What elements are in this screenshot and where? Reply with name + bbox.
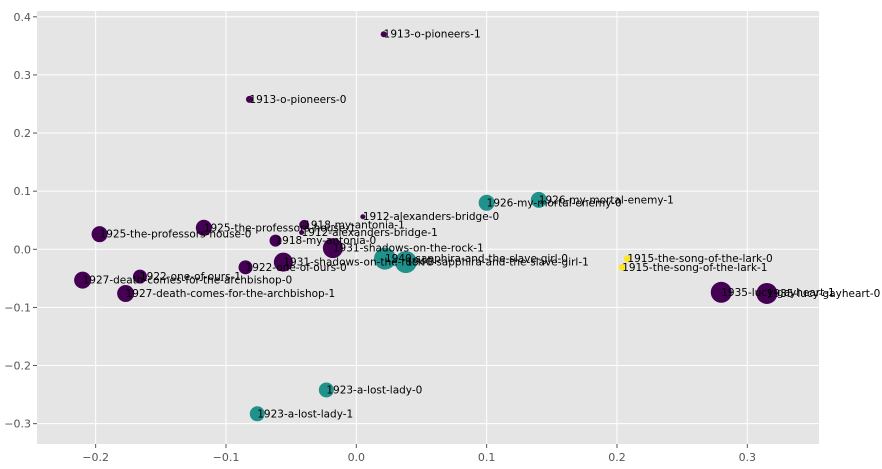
data-point [710, 281, 732, 303]
data-point [74, 271, 92, 289]
data-point [249, 406, 265, 422]
data-point-label: 1918-my-antonia-0 [276, 235, 377, 247]
data-point [478, 194, 495, 211]
y-tick-label: 0.2 [14, 127, 32, 140]
data-point-label: 1915-the-song-of-the-lark-1 [622, 262, 767, 274]
data-labels: 1913-o-pioneers-1 1913-o-pioneers-0 1912-a… [83, 29, 881, 421]
y-tick-label: 0.1 [14, 185, 32, 198]
data-point-label: 1927-death-comes-for-the-archbishop-1 [126, 288, 336, 300]
data-point [273, 252, 293, 272]
data-point [623, 255, 631, 263]
data-point [299, 219, 310, 230]
data-point-label: 1925-the-professors-house-0 [100, 229, 252, 241]
data-point-label: 1923-a-lost-lady-1 [257, 408, 353, 420]
data-point [322, 238, 343, 259]
y-tick-label: −0.3 [4, 418, 31, 431]
data-point-label: 1935-lucy-gayheart-1 [721, 287, 834, 299]
data-point-label: 1918-my-antonia-1 [304, 219, 405, 231]
x-tick-label: −0.1 [213, 451, 240, 464]
data-point-label: 1926-my-mortal-enemy-1 [539, 194, 674, 206]
x-axis-ticks: −0.2 −0.1 0.0 0.1 0.2 0.3 [82, 444, 756, 464]
data-point-label: 1940-sapphira-and-the-slave-girl-0 [385, 253, 568, 265]
data-point-label: 1931-shadows-on-the-rock-1 [333, 243, 484, 255]
data-point-label: 1935-lucy-gayheart-0 [767, 288, 880, 300]
data-point-label: 1913-o-pioneers-1 [384, 29, 481, 41]
data-point-label: 1912-alexanders-bridge-0 [363, 211, 499, 223]
x-tick-label: 0.2 [608, 451, 626, 464]
data-point [91, 226, 108, 243]
data-points [74, 31, 778, 422]
data-point-label: 1922-one-of-ours-0 [246, 262, 347, 274]
data-point-label: 1913-o-pioneers-0 [249, 94, 346, 106]
y-tick-label: −0.1 [4, 301, 31, 314]
data-point [269, 234, 282, 247]
data-point [195, 219, 212, 236]
y-tick-label: 0.4 [14, 11, 32, 24]
y-tick-label: 0.0 [14, 243, 32, 256]
plot-background [37, 11, 819, 444]
data-point [238, 260, 253, 275]
grid-lines [37, 11, 819, 444]
data-point-label: 1927-death-comes-for-the-archbishop-0 [83, 275, 293, 287]
x-tick-label: −0.2 [82, 451, 109, 464]
data-point [618, 263, 626, 271]
data-point [380, 31, 387, 38]
data-point-label: 1915-the-song-of-the-lark-0 [627, 253, 772, 265]
x-tick-label: 0.1 [478, 451, 496, 464]
y-tick-label: −0.2 [4, 360, 31, 373]
data-point [756, 282, 778, 304]
data-point [394, 251, 417, 274]
data-point [373, 247, 396, 270]
y-axis-ticks: −0.3 −0.2 −0.1 0.0 0.1 0.2 0.3 0.4 [4, 11, 37, 431]
data-point-label: 1925-the-professors-house-1 [204, 222, 356, 234]
data-point [318, 382, 334, 398]
data-point-label: 1912-alexanders-bridge-1 [302, 227, 438, 239]
data-point-label: 1940-sapphira-and-the-slave-girl-1 [406, 257, 589, 269]
data-point-label: 1931-shadows-on-the-rock-0 [283, 257, 434, 269]
data-point [299, 229, 305, 235]
data-point [117, 284, 135, 302]
y-tick-label: 0.3 [14, 69, 32, 82]
data-point-label: 1923-a-lost-lady-0 [326, 384, 422, 396]
data-point [132, 269, 147, 284]
data-point-label: 1926-my-mortal-enemy-0 [487, 197, 622, 209]
data-point [530, 191, 547, 208]
x-tick-label: 0.3 [739, 451, 757, 464]
data-point-label: 1922-one-of-ours-1 [140, 271, 241, 283]
data-point [245, 95, 253, 103]
x-tick-label: 0.0 [348, 451, 366, 464]
data-point [360, 214, 366, 220]
